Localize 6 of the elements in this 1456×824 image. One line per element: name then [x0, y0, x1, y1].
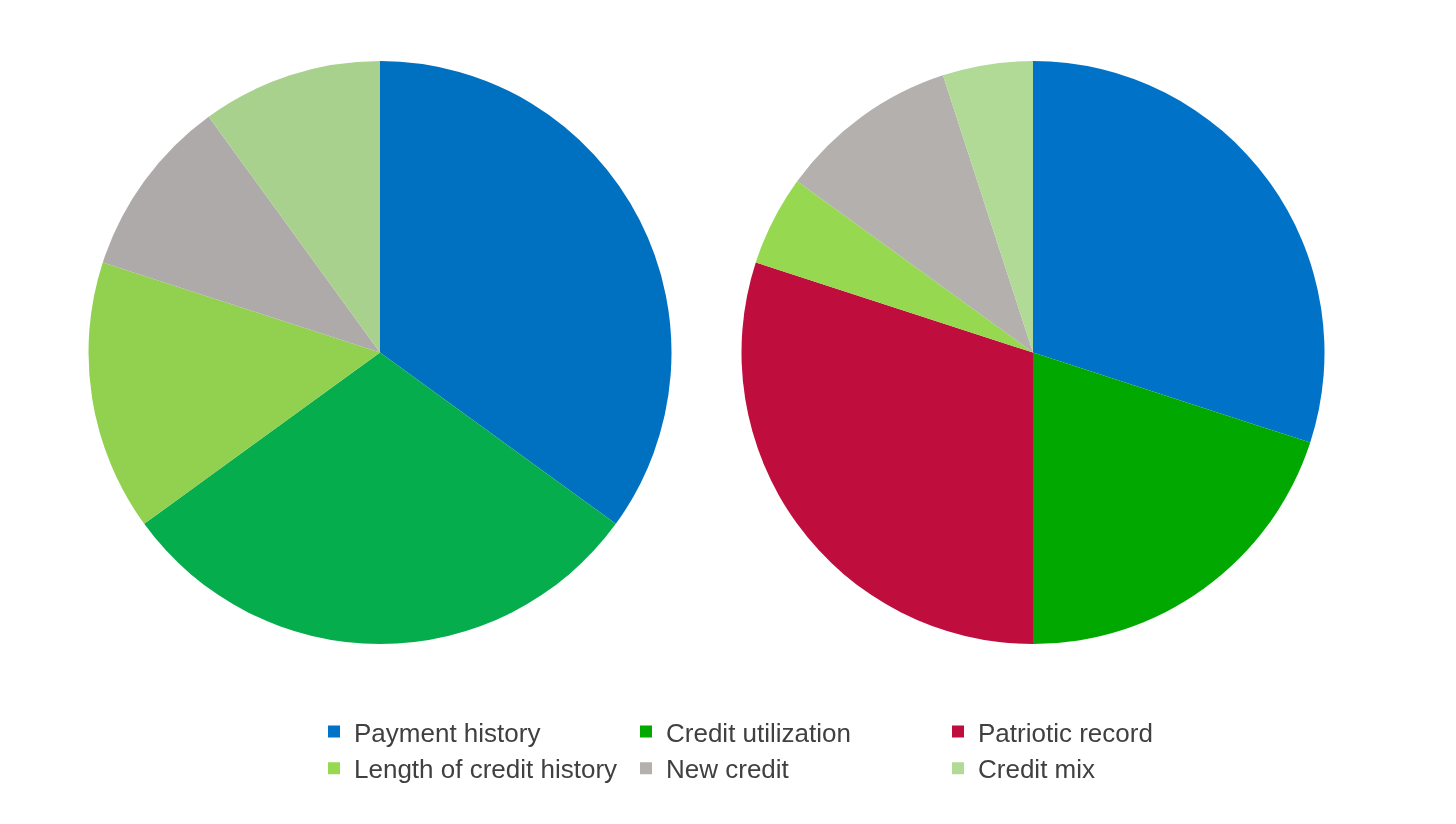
legend-label: New credit	[666, 754, 790, 785]
legend-label: Payment history	[354, 717, 541, 748]
legend-label: Patriotic record	[978, 717, 1153, 748]
legend-label: Credit mix	[978, 754, 1096, 785]
legend-label: Credit utilization	[666, 717, 851, 748]
legend-label: Length of credit history	[354, 754, 618, 785]
